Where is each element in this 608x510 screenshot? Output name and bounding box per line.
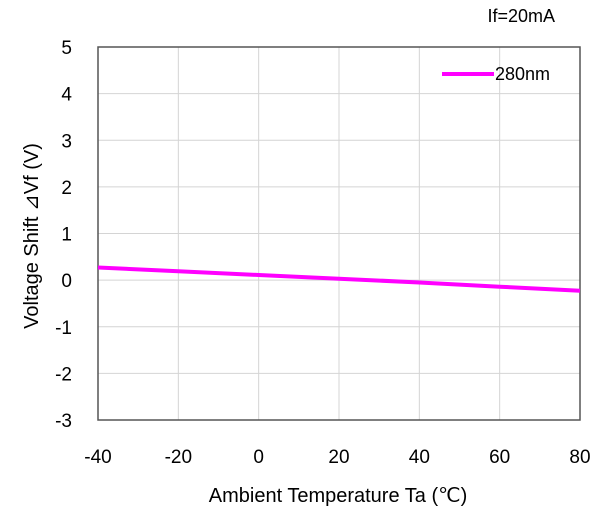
y-tick-label: -3 [55,411,72,432]
condition-annotation: If=20mA [487,6,555,26]
series-line-280nm [97,265,581,293]
y-tick-label: -1 [55,318,72,339]
x-tick-label: 40 [409,447,430,468]
y-tick-label: 2 [61,178,72,199]
x-tick-label: -20 [165,447,192,468]
y-tick-label: -2 [55,364,72,385]
y-tick-labels: -3 -2 -1 0 1 2 3 4 5 [55,38,72,432]
data-series [97,265,581,293]
legend: 280nm [442,64,550,84]
x-axis-title: Ambient Temperature Ta (℃) [209,485,468,507]
grid-lines [97,46,581,421]
x-tick-label: 20 [328,447,349,468]
legend-label-280nm: 280nm [495,64,550,84]
x-tick-label: 0 [253,447,264,468]
y-axis-title: Voltage Shift ⊿Vf (V) [21,143,43,329]
x-tick-label: -40 [84,447,111,468]
x-tick-label: 60 [489,447,510,468]
x-tick-labels: -40 -20 0 20 40 60 80 [84,447,590,468]
x-tick-label: 80 [569,447,590,468]
y-tick-label: 0 [61,271,72,292]
y-tick-label: 4 [61,85,72,106]
y-tick-label: 5 [61,38,72,59]
y-tick-label: 3 [61,131,72,152]
plot-area-frame [97,46,581,421]
y-tick-label: 1 [61,225,72,246]
